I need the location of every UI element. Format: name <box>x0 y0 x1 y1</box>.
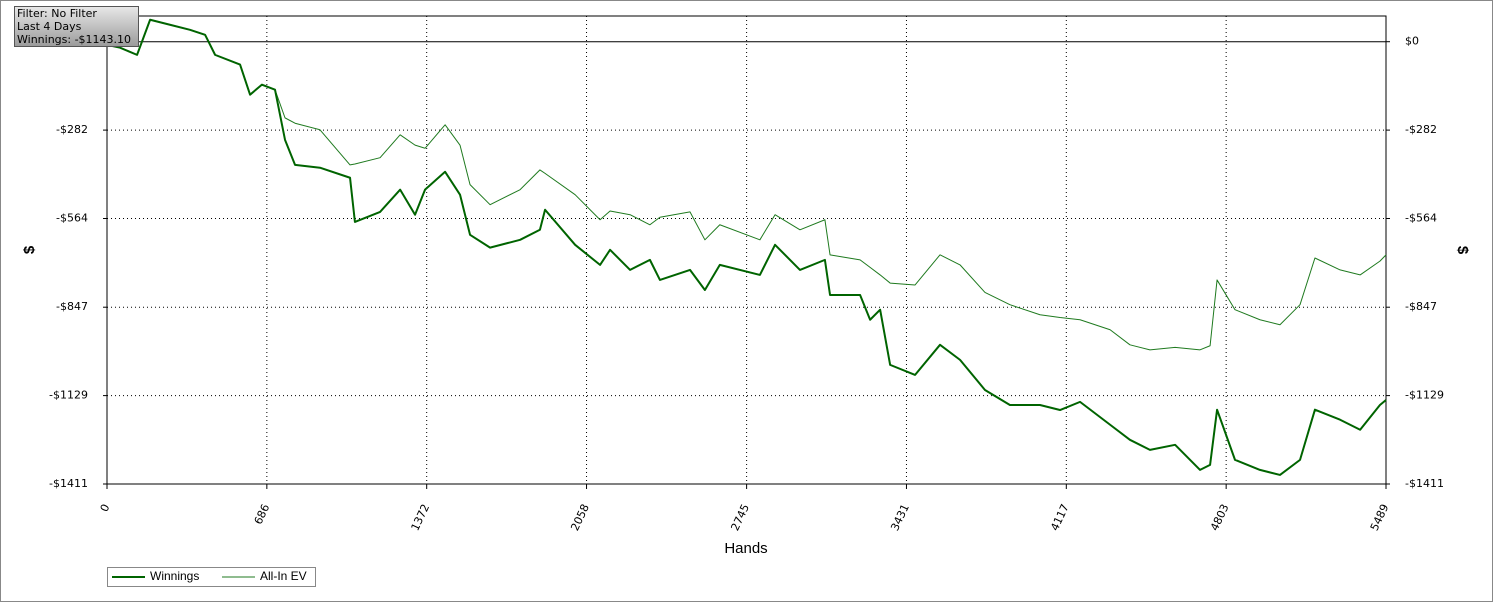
info-text: Last 4 Days <box>17 20 82 33</box>
info-text: Winnings: -$1143.10 <box>17 33 131 46</box>
y2-tick-label: -$1411 <box>1405 477 1444 490</box>
y-tick-label: -$1411 <box>49 477 88 490</box>
legend-label: All-In EV <box>260 569 307 583</box>
plot-area <box>106 15 1387 485</box>
y2-tick-label: -$282 <box>1405 123 1437 136</box>
y2-axis-title: $ <box>1454 246 1471 255</box>
info-text: Filter: No Filter <box>17 7 97 20</box>
legend-label: Winnings <box>150 569 199 583</box>
series-line <box>106 18 1387 476</box>
y2-tick-label: -$564 <box>1405 211 1437 224</box>
y-tick-label: -$564 <box>56 211 88 224</box>
y-tick-label: -$282 <box>56 123 88 136</box>
y2-tick-label: -$1129 <box>1405 389 1444 402</box>
x-axis-title: Hands <box>724 540 767 557</box>
y-tick-label: -$1129 <box>49 389 88 402</box>
y-axis-title: $ <box>21 245 38 254</box>
series-line <box>106 19 1387 351</box>
legend-box <box>107 567 316 587</box>
y2-tick-label: -$847 <box>1405 300 1437 313</box>
info-box <box>14 6 139 47</box>
y-tick-label: -$847 <box>56 300 88 313</box>
x-tick-label: 0 <box>98 502 113 514</box>
y2-tick-label: $0 <box>1405 35 1419 48</box>
